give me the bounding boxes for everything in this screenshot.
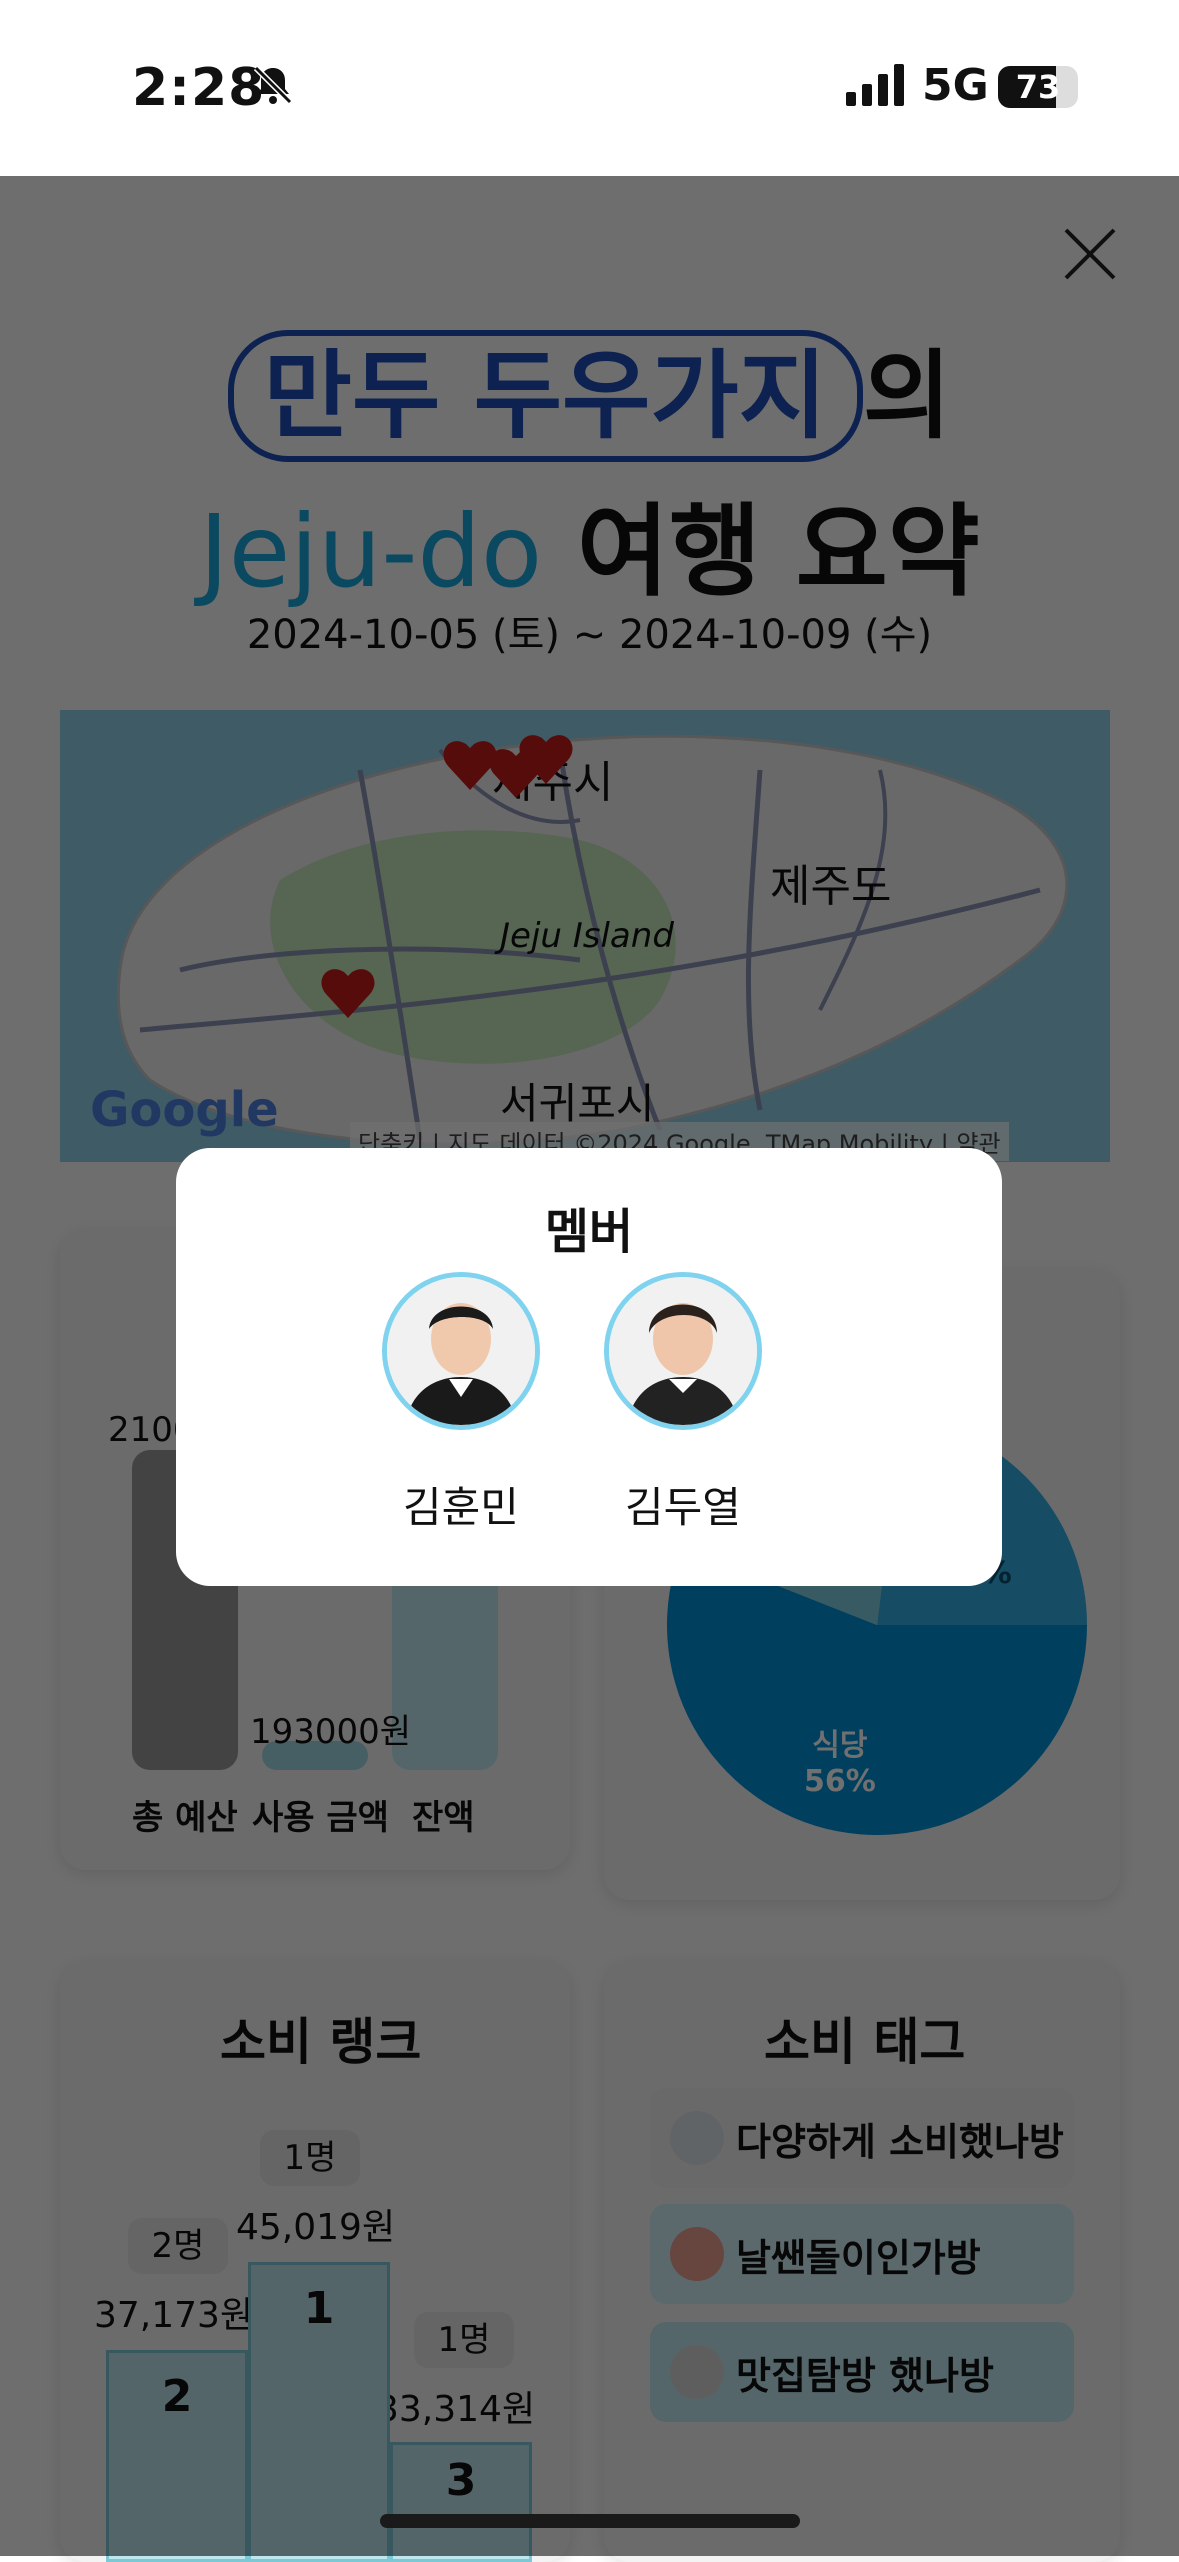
battery-level: 73 xyxy=(1015,68,1061,106)
status-bar: 2:28 5G 73 xyxy=(0,0,1179,176)
avatar[interactable] xyxy=(604,1272,762,1430)
avatar[interactable] xyxy=(382,1272,540,1430)
network-type: 5G xyxy=(922,60,989,111)
signal-icon xyxy=(846,64,904,106)
member-name: 김두열 xyxy=(625,1483,741,1532)
status-time: 2:28 xyxy=(132,58,266,118)
modal-title: 멤버 xyxy=(544,1204,634,1260)
home-indicator[interactable] xyxy=(380,2514,800,2528)
battery-icon: 73 xyxy=(998,66,1078,108)
member-modal: 멤버 김훈민 김두열 xyxy=(176,1148,1002,1586)
avatar-photo xyxy=(609,1277,757,1425)
battery-fill xyxy=(998,66,1057,108)
bell-muted-icon xyxy=(253,65,293,105)
member-name: 김훈민 xyxy=(403,1483,519,1532)
avatar-photo xyxy=(387,1277,535,1425)
